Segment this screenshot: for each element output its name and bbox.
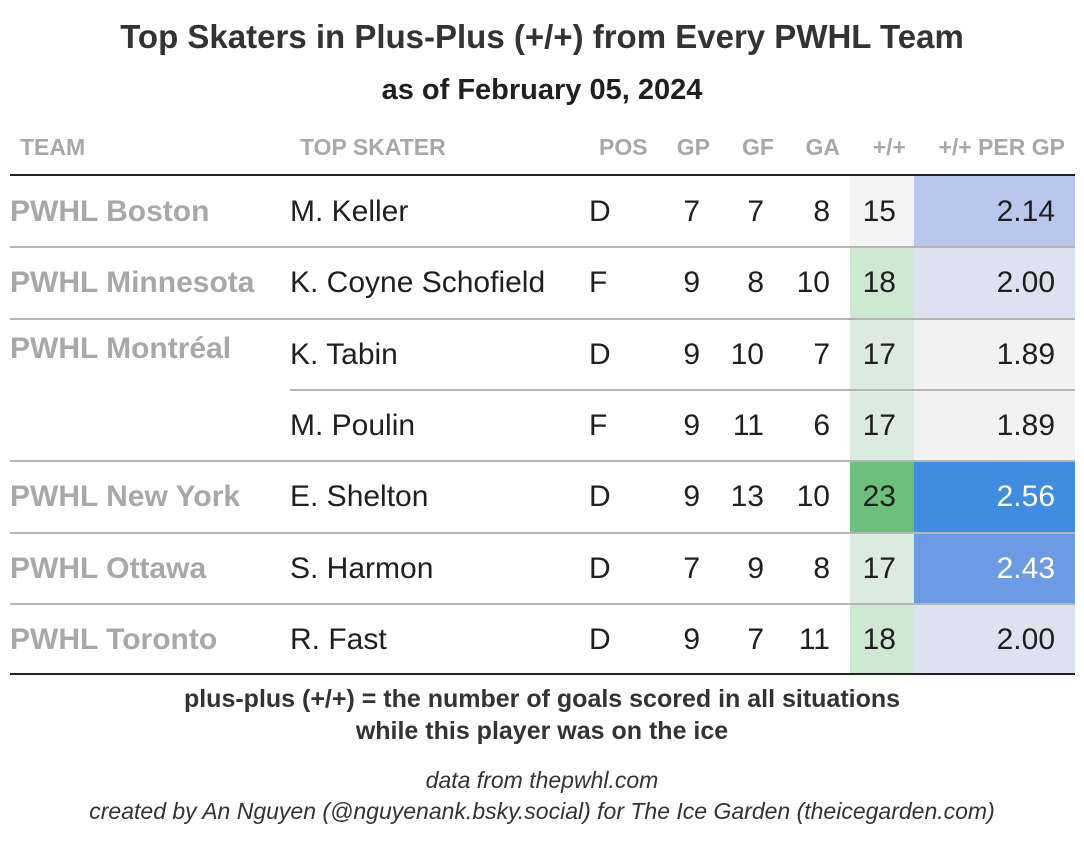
cell-gp: 9 xyxy=(683,266,700,300)
cell-per-gp: 2.00 xyxy=(996,266,1055,300)
per-gp-cell-fill xyxy=(914,176,1075,247)
cell-per-gp: 2.56 xyxy=(996,480,1055,514)
cell-skater: K. Coyne Schofield xyxy=(290,266,546,300)
plus-plus-cell-fill xyxy=(850,176,914,247)
cell-pp: 18 xyxy=(862,266,896,300)
per-gp-cell-fill xyxy=(914,532,1075,604)
per-gp-cell-fill xyxy=(914,461,1075,533)
header-gp: GP xyxy=(676,134,710,160)
header-plus-plus-per-gp: +/+ PER GP xyxy=(938,134,1065,160)
per-gp-cell-fill xyxy=(914,603,1075,675)
cell-pp: 17 xyxy=(862,551,896,585)
per-gp-cell-fill xyxy=(914,389,1075,461)
table-row: PWHL Montréal K. Tabin D 9 10 7 17 1.89 xyxy=(10,317,1075,390)
table-row: PWHL Minnesota K. Coyne Schofield F 9 8 10 18 2… xyxy=(10,246,1075,319)
plus-plus-cell-fill xyxy=(850,318,914,390)
cell-per-gp: 2.43 xyxy=(996,551,1055,585)
cell-ga: 10 xyxy=(796,266,830,300)
cell-gf: 9 xyxy=(747,551,764,585)
cell-skater: K. Tabin xyxy=(290,337,398,371)
row-separator xyxy=(290,388,1075,391)
cell-ga: 10 xyxy=(796,480,830,514)
table-bottom-rule xyxy=(10,673,1075,675)
cell-pos: D xyxy=(589,480,611,514)
row-separator xyxy=(10,246,1075,249)
header-pos: POS xyxy=(599,134,648,160)
cell-per-gp: 2.00 xyxy=(996,622,1055,656)
cell-team xyxy=(10,390,290,461)
cell-pp: 18 xyxy=(862,622,896,656)
per-gp-cell-fill xyxy=(914,247,1075,319)
header-team: TEAM xyxy=(20,134,86,160)
cell-pos: D xyxy=(589,337,611,371)
cell-gp: 9 xyxy=(683,408,700,442)
plus-plus-cell-fill xyxy=(850,532,914,604)
row-separator xyxy=(10,460,1075,463)
table-row: PWHL Ottawa S. Harmon D 7 9 8 17 2.43 xyxy=(10,531,1075,604)
cell-gf: 8 xyxy=(747,266,764,300)
cell-team: PWHL Montréal xyxy=(10,331,232,365)
cell-ga: 8 xyxy=(813,195,830,228)
plus-plus-cell-fill xyxy=(850,461,914,533)
cell-pp: 15 xyxy=(862,195,896,228)
source-credit: data from thepwhl.com xyxy=(425,767,659,793)
cell-team: PWHL Minnesota xyxy=(10,266,255,300)
cell-pp: 17 xyxy=(862,337,896,371)
cell-gf: 10 xyxy=(730,337,764,371)
header-top-skater: TOP SKATER xyxy=(300,134,446,160)
cell-gf: 13 xyxy=(730,480,764,514)
footnote-line-1: plus-plus (+/+) = the number of goals sc… xyxy=(183,685,901,713)
chart-title: Top Skaters in Plus-Plus (+/+) from Ever… xyxy=(120,18,964,55)
cell-team: PWHL New York xyxy=(10,480,241,514)
cell-gf: 7 xyxy=(747,622,764,656)
plus-plus-cell-fill xyxy=(850,247,914,319)
table-row: PWHL Toronto R. Fast D 9 7 11 18 2.00 xyxy=(10,602,1075,675)
cell-pos: D xyxy=(589,622,611,656)
row-separator xyxy=(10,531,1075,534)
row-separator xyxy=(10,602,1075,605)
cell-team: PWHL Toronto xyxy=(10,622,218,656)
cell-pos: F xyxy=(589,408,608,442)
cell-gf: 11 xyxy=(732,408,764,442)
cell-skater: E. Shelton xyxy=(290,480,429,514)
cell-per-gp: 1.89 xyxy=(996,408,1055,442)
cell-gp: 9 xyxy=(683,337,700,371)
creator-credit: created by An Nguyen (@nguyenank.bsky.so… xyxy=(89,798,995,824)
header-ga: GA xyxy=(805,134,841,160)
cell-gp: 9 xyxy=(683,622,700,656)
cell-per-gp: 2.14 xyxy=(996,195,1055,228)
cell-pp: 17 xyxy=(862,408,896,442)
cell-per-gp: 1.89 xyxy=(996,337,1055,371)
table-row: M. Poulin F 9 11 6 17 1.89 xyxy=(10,388,1075,461)
cell-gf: 7 xyxy=(747,195,764,228)
cell-skater: S. Harmon xyxy=(290,551,434,585)
cell-ga: 7 xyxy=(813,337,830,371)
table-row: PWHL New York E. Shelton D 9 13 10 23 2.56 xyxy=(10,460,1075,533)
cell-gp: 7 xyxy=(683,195,700,228)
cell-pp: 23 xyxy=(862,480,896,514)
cell-skater: M. Keller xyxy=(290,195,409,228)
cell-team: PWHL Boston xyxy=(10,195,210,228)
cell-ga: 8 xyxy=(813,551,830,585)
cell-ga: 6 xyxy=(813,408,830,442)
cell-gp: 9 xyxy=(683,480,700,514)
cell-skater: M. Poulin xyxy=(290,408,416,442)
plus-plus-cell-fill xyxy=(850,389,914,461)
table-top-rule xyxy=(10,174,1075,176)
chart-subtitle: as of February 05, 2024 xyxy=(381,74,703,106)
footnote-line-2: while this player was on the ice xyxy=(355,717,729,745)
cell-pos: D xyxy=(589,551,611,585)
header-gf: GF xyxy=(742,134,774,160)
cell-team: PWHL Ottawa xyxy=(10,551,207,585)
cell-pos: F xyxy=(589,266,608,300)
plus-plus-cell-fill xyxy=(850,603,914,675)
table-row: PWHL Boston M. Keller D 7 7 8 15 2.14 xyxy=(10,176,1075,247)
cell-gp: 7 xyxy=(683,551,700,585)
cell-pos: D xyxy=(589,195,611,228)
cell-skater: R. Fast xyxy=(290,622,387,656)
header-plus-plus: +/+ xyxy=(872,134,906,160)
cell-ga: 11 xyxy=(798,622,830,656)
per-gp-cell-fill xyxy=(914,318,1075,390)
row-separator xyxy=(10,317,1075,320)
